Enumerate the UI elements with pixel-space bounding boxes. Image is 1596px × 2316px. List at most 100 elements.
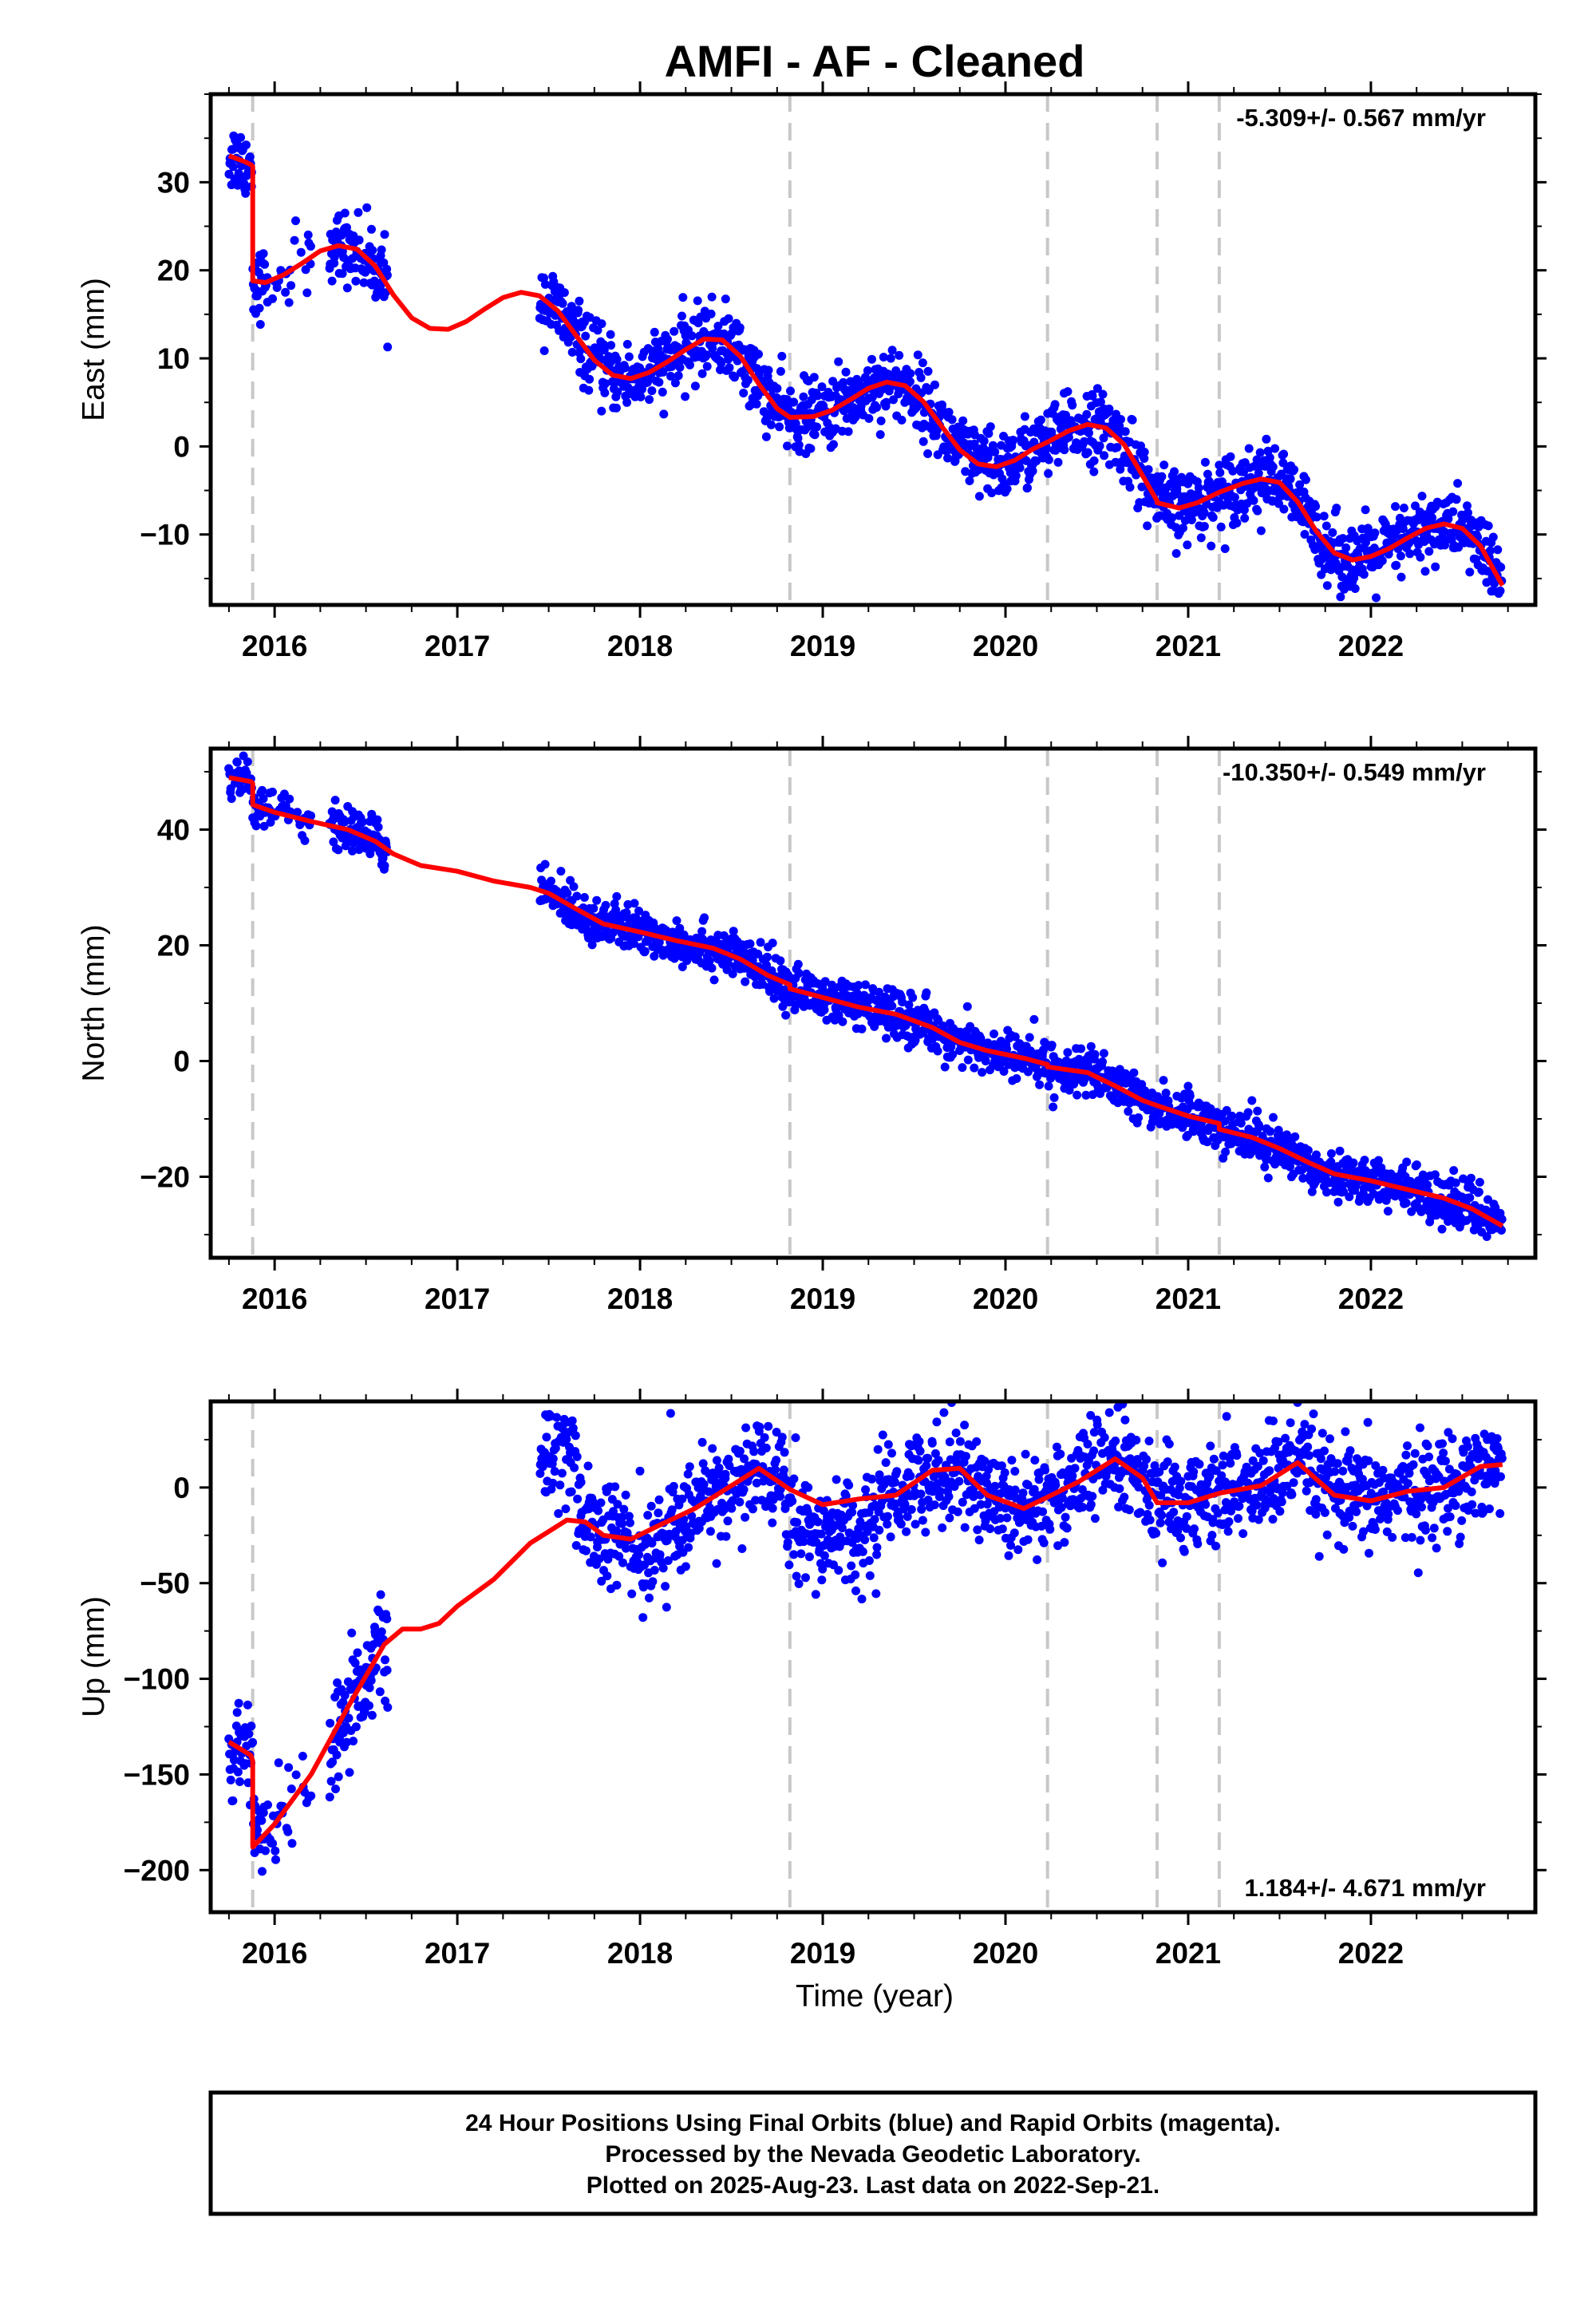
data-point <box>1018 1488 1028 1498</box>
data-point <box>721 294 730 304</box>
data-point <box>1312 1150 1321 1160</box>
data-point <box>567 1487 576 1496</box>
data-point <box>1453 479 1463 488</box>
data-point <box>255 303 264 313</box>
data-point <box>813 1517 823 1527</box>
data-point <box>559 288 569 298</box>
data-point <box>706 309 716 318</box>
data-point <box>601 900 610 910</box>
data-point <box>1116 415 1125 424</box>
data-point <box>786 386 795 396</box>
data-points <box>224 131 1507 605</box>
data-point <box>1369 1189 1378 1199</box>
data-point <box>1222 1105 1231 1115</box>
data-point <box>613 1500 622 1509</box>
data-point <box>739 389 749 397</box>
data-point <box>621 1543 630 1553</box>
data-point <box>891 1499 900 1508</box>
data-point <box>1064 433 1073 442</box>
data-point <box>365 1683 374 1693</box>
data-point <box>865 1571 875 1580</box>
data-point <box>1129 1068 1139 1077</box>
data-point <box>648 1577 658 1587</box>
data-point <box>745 939 755 949</box>
data-point <box>1336 592 1345 602</box>
data-point <box>1029 1014 1039 1024</box>
data-point <box>804 1483 813 1492</box>
data-point <box>1359 570 1369 579</box>
data-point <box>342 838 352 848</box>
data-point <box>634 1550 644 1559</box>
data-point <box>1377 1163 1386 1172</box>
data-point <box>916 373 926 382</box>
data-point <box>897 415 907 425</box>
data-point <box>914 1456 923 1465</box>
data-point <box>1023 1480 1033 1490</box>
data-point <box>349 1737 358 1746</box>
data-point <box>741 1423 751 1433</box>
data-point <box>1086 1041 1096 1051</box>
data-point <box>1266 1127 1275 1136</box>
data-point <box>1274 499 1283 508</box>
data-point <box>768 1504 777 1513</box>
data-point <box>1161 1089 1171 1098</box>
data-point <box>761 1443 771 1452</box>
data-point <box>944 1492 954 1501</box>
data-point <box>708 1444 717 1453</box>
data-point <box>1092 1420 1102 1429</box>
data-point <box>562 1435 571 1444</box>
data-point <box>776 366 785 376</box>
data-point <box>861 1485 871 1495</box>
x-tick-label: 2017 <box>425 1282 490 1315</box>
data-point <box>1098 1057 1107 1066</box>
data-point <box>1199 522 1209 531</box>
data-point <box>1096 397 1105 407</box>
data-point <box>847 1561 856 1571</box>
data-point <box>1004 1551 1013 1560</box>
data-point <box>622 339 632 349</box>
data-point <box>1009 1528 1019 1538</box>
data-point <box>886 1532 895 1542</box>
data-point <box>331 1784 340 1794</box>
data-point <box>1053 1541 1063 1551</box>
data-point <box>915 1437 924 1446</box>
data-point <box>1145 1516 1155 1525</box>
data-point <box>570 1463 579 1472</box>
data-point <box>612 1526 621 1535</box>
data-point <box>739 1485 749 1494</box>
data-point <box>557 1468 567 1478</box>
data-point <box>547 876 555 886</box>
data-point <box>1095 441 1104 451</box>
data-point <box>799 392 808 401</box>
data-point <box>834 1566 843 1575</box>
data-point <box>260 259 270 269</box>
data-point <box>634 907 643 915</box>
data-point <box>602 1571 612 1581</box>
data-point <box>229 1755 239 1765</box>
data-point <box>1475 1177 1484 1187</box>
data-point <box>1084 429 1093 437</box>
data-point <box>963 1055 973 1065</box>
data-point <box>303 230 313 239</box>
data-point <box>1047 1041 1057 1050</box>
data-point <box>1290 465 1299 474</box>
data-point <box>864 1556 874 1565</box>
data-point <box>1068 401 1077 410</box>
data-point <box>1335 1146 1345 1156</box>
data-point <box>1100 451 1109 460</box>
data-point <box>1041 1465 1049 1475</box>
data-point <box>375 1687 385 1697</box>
data-point <box>1240 513 1250 523</box>
data-point <box>635 1466 645 1476</box>
data-point <box>243 1700 252 1709</box>
data-point <box>581 1546 591 1555</box>
data-point <box>1230 492 1239 502</box>
data-point <box>646 1501 656 1511</box>
data-point <box>693 296 702 306</box>
data-point <box>712 1456 721 1465</box>
data-point <box>583 1461 593 1471</box>
data-point <box>939 1408 949 1417</box>
data-point <box>945 1513 954 1523</box>
data-point <box>1207 541 1216 551</box>
